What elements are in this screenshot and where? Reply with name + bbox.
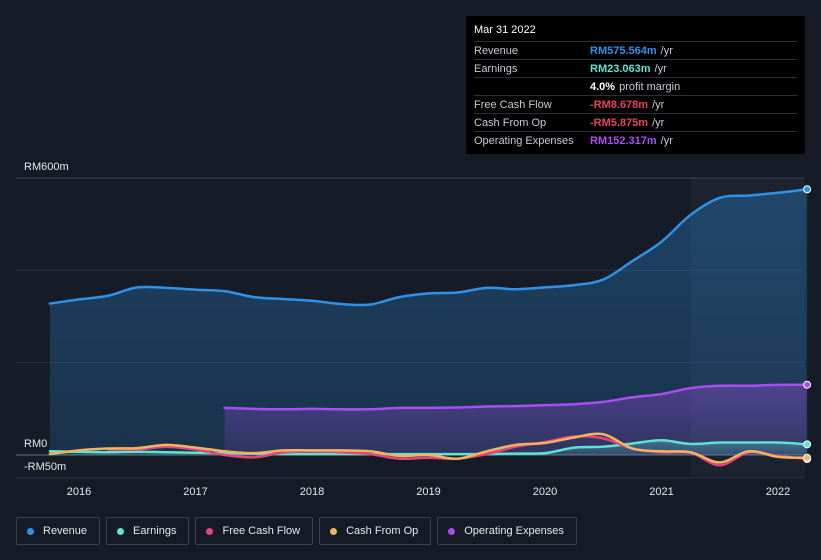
tooltip-row: Earnings RM23.063m/yr bbox=[474, 59, 797, 77]
tooltip-row: 4.0% profit margin bbox=[474, 77, 797, 95]
legend-item-earnings[interactable]: Earnings bbox=[106, 517, 190, 545]
legend-dot-icon bbox=[117, 527, 125, 535]
tooltip-row: Operating Expenses RM152.317m/yr bbox=[474, 131, 797, 149]
x-tick-label: 2022 bbox=[766, 486, 790, 498]
tooltip-row-label: Revenue bbox=[474, 44, 519, 57]
y-tick-label: -RM50m bbox=[24, 461, 66, 473]
tooltip-row: Revenue RM575.564m/yr bbox=[474, 41, 797, 59]
tooltip-panel: Mar 31 2022 Revenue RM575.564m/yr Earnings… bbox=[466, 16, 805, 154]
y-tick-label: RM0 bbox=[24, 438, 47, 450]
tooltip-row: Cash From Op -RM5.875m/yr bbox=[474, 113, 797, 131]
tooltip-date: Mar 31 2022 bbox=[474, 24, 536, 36]
tooltip-row-value: RM152.317m bbox=[590, 134, 657, 147]
x-tick-label: 2016 bbox=[67, 486, 91, 498]
x-tick-label: 2018 bbox=[300, 486, 324, 498]
revenue-line bbox=[48, 188, 809, 307]
tooltip-row-label: Operating Expenses bbox=[474, 134, 574, 147]
tooltip-row-unit: /yr bbox=[652, 116, 665, 129]
y-tick-label: RM600m bbox=[24, 161, 69, 173]
legend-label: Free Cash Flow bbox=[222, 525, 301, 537]
legend-item-free-cash-flow[interactable]: Free Cash Flow bbox=[195, 517, 314, 545]
legend-dot-icon bbox=[330, 527, 338, 535]
cash-from-op-line bbox=[48, 432, 809, 464]
legend-label: Revenue bbox=[43, 525, 88, 537]
earnings-point bbox=[803, 440, 812, 449]
x-tick-label: 2021 bbox=[649, 486, 673, 498]
tooltip-row-label: Cash From Op bbox=[474, 116, 547, 129]
legend-dot-icon bbox=[448, 527, 456, 535]
revenue-point bbox=[803, 185, 812, 194]
tooltip-row-value: -RM5.875m bbox=[590, 116, 649, 129]
x-tick-label: 2017 bbox=[183, 486, 207, 498]
tooltip-row-unit: profit margin bbox=[619, 80, 681, 93]
x-tick-label: 2019 bbox=[416, 486, 440, 498]
legend-item-operating-expenses[interactable]: Operating Expenses bbox=[437, 517, 577, 545]
cash-from-op-point bbox=[803, 453, 812, 462]
tooltip-row-value: 4.0% bbox=[590, 80, 616, 93]
x-tick-label: 2020 bbox=[533, 486, 557, 498]
tooltip-row-unit: /yr bbox=[654, 62, 667, 75]
legend-dot-icon bbox=[206, 527, 214, 535]
revenue-area bbox=[49, 189, 808, 456]
tooltip-row-unit: /yr bbox=[652, 98, 665, 111]
tooltip-row-value: RM575.564m bbox=[590, 44, 657, 57]
legend-item-cash-from-op[interactable]: Cash From Op bbox=[319, 517, 432, 545]
earnings-area bbox=[49, 440, 808, 455]
legend: Revenue Earnings Free Cash Flow Cash From O… bbox=[16, 517, 577, 545]
legend-dot-icon bbox=[27, 527, 34, 535]
tooltip-row: Free Cash Flow -RM8.678m/yr bbox=[474, 95, 797, 113]
tooltip-row-unit: /yr bbox=[660, 134, 673, 147]
legend-item-revenue[interactable]: Revenue bbox=[16, 517, 101, 545]
legend-label: Cash From Op bbox=[346, 525, 419, 537]
tooltip-row-label: Free Cash Flow bbox=[474, 98, 552, 111]
operating-expenses-area bbox=[224, 384, 808, 455]
legend-label: Earnings bbox=[133, 525, 177, 537]
legend-label: Operating Expenses bbox=[464, 525, 564, 537]
tooltip-row-label: Earnings bbox=[474, 62, 518, 75]
tooltip-row-unit: /yr bbox=[660, 44, 673, 57]
tooltip-row-value: -RM8.678m bbox=[590, 98, 649, 111]
operating-expenses-line bbox=[223, 383, 809, 411]
tooltip-row-value: RM23.063m bbox=[590, 62, 651, 75]
operating-expenses-point bbox=[803, 380, 812, 389]
